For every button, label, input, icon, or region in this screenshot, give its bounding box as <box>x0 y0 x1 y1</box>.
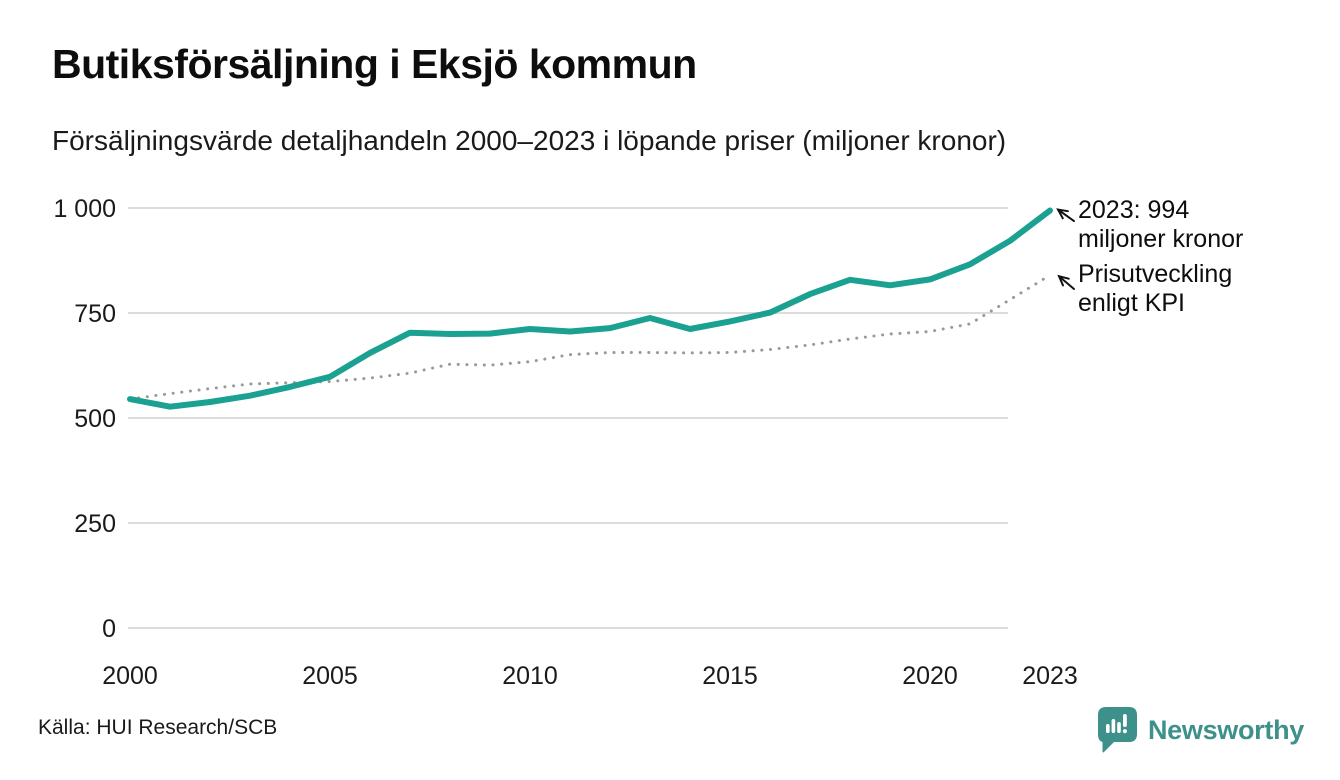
y-tick-label: 750 <box>74 300 116 328</box>
x-tick-label: 2015 <box>702 662 758 690</box>
arrow-to-kpi-line <box>1057 274 1075 290</box>
annotation-line: Prisutveckling <box>1078 260 1233 288</box>
x-tick-label: 2020 <box>902 662 958 690</box>
newsworthy-bubble-chart-icon <box>1097 707 1137 753</box>
source-note: Källa: HUI Research/SCB <box>38 716 278 739</box>
annotation-kpi: Prisutveckling enligt KPI <box>1078 260 1232 317</box>
y-tick-label: 1 000 <box>53 195 116 223</box>
annotation-line: enligt KPI <box>1078 288 1186 317</box>
page-title: Butiksförsäljning i Eksjö kommun <box>52 41 697 87</box>
newsworthy-logo: Newsworthy <box>1097 706 1304 754</box>
newsworthy-logo-text: Newsworthy <box>1147 714 1304 745</box>
kpi-dotted-line <box>128 273 1052 401</box>
annotation-latest-value: 2023: 994 miljoner kronor <box>1078 196 1243 253</box>
x-tick-label: 2000 <box>102 662 158 690</box>
y-tick-label: 0 <box>102 615 116 643</box>
sales-line <box>127 207 1053 410</box>
x-tick-label: 2005 <box>302 662 358 690</box>
chart-subtitle: Försäljningsvärde detaljhandeln 2000–202… <box>52 125 1007 156</box>
x-tick-label: 2010 <box>502 662 558 690</box>
y-tick-label: 250 <box>74 510 116 538</box>
x-tick-label: 2023 <box>1022 662 1078 690</box>
y-tick-label: 500 <box>74 405 116 433</box>
annotation-line: miljoner kronor <box>1078 224 1244 253</box>
annotation-line: 2023: 994 <box>1078 196 1190 224</box>
arrow-to-sales-line <box>1056 208 1075 222</box>
